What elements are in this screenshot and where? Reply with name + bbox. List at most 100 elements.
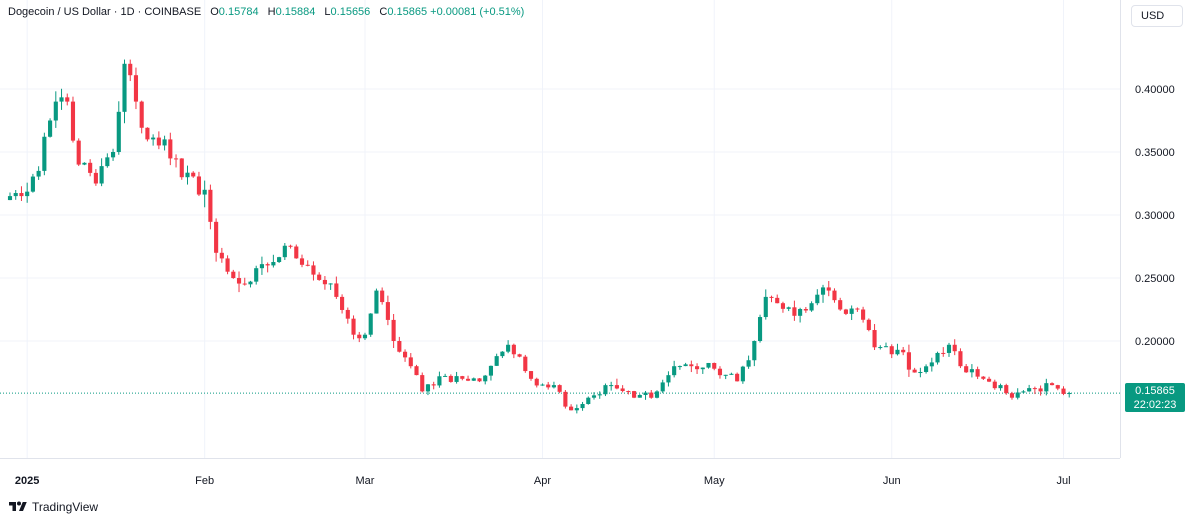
high-value: 0.15884	[275, 6, 316, 18]
time-axis[interactable]: 2025 Feb Mar Apr May Jun Jul	[0, 458, 1120, 495]
candle-body	[803, 308, 808, 311]
candle-body	[1055, 385, 1060, 389]
candle	[614, 378, 619, 390]
candle	[574, 404, 579, 414]
candle-body	[912, 369, 917, 373]
candle-body	[901, 349, 906, 353]
candle	[918, 367, 923, 378]
candle-body	[695, 366, 700, 370]
candle-body	[614, 385, 619, 389]
tradingview-brand-name: TradingView	[32, 500, 99, 514]
time-tick-label: 2025	[15, 475, 39, 487]
candle	[580, 401, 585, 411]
candle-body	[918, 372, 923, 374]
candle-body	[208, 189, 213, 222]
candle	[494, 353, 499, 366]
candle-body	[1032, 388, 1037, 390]
candle-body	[1038, 388, 1043, 392]
candle	[780, 301, 786, 313]
candle	[815, 289, 820, 306]
candle-body	[53, 101, 58, 121]
candle-body	[420, 375, 425, 392]
candle	[219, 247, 224, 263]
change-value: +0.00081 (+0.51%)	[430, 6, 525, 18]
candle	[145, 127, 150, 142]
open-label: O	[210, 6, 219, 18]
last-price-value: 0.15865	[1135, 385, 1175, 397]
candle	[511, 343, 516, 359]
candle-body	[368, 313, 373, 335]
candle-body	[1061, 388, 1066, 394]
candle-body	[345, 309, 350, 319]
candle	[345, 307, 350, 324]
candle-body	[156, 137, 161, 146]
candle	[139, 100, 144, 134]
candle-body	[128, 63, 133, 76]
candle-body	[25, 191, 30, 197]
candle	[861, 306, 866, 323]
candle-body	[282, 245, 287, 258]
candle-body	[431, 384, 436, 386]
candle	[397, 336, 402, 353]
candle	[168, 132, 173, 166]
candle-body	[7, 196, 13, 201]
currency-button[interactable]: USD	[1131, 5, 1183, 27]
candle-body	[729, 373, 734, 375]
price-axis[interactable]: 0.20000 0.25000 0.30000 0.35000 0.40000	[1120, 0, 1200, 458]
candle	[122, 59, 127, 124]
candle-body	[88, 162, 93, 173]
candle-body	[740, 366, 745, 382]
candle-body	[569, 406, 574, 411]
candle-body	[202, 189, 207, 195]
candle	[740, 365, 745, 384]
candle-body	[574, 408, 579, 411]
candle	[133, 67, 139, 110]
candle-body	[563, 391, 568, 407]
candle-body	[1021, 391, 1026, 393]
candle	[448, 374, 453, 383]
candle	[231, 269, 236, 279]
candle-body	[173, 158, 179, 160]
candle-body	[122, 63, 127, 112]
candle-body	[231, 271, 236, 279]
candle	[265, 262, 270, 273]
candle-body	[946, 344, 952, 353]
price-tick-label: 0.25000	[1135, 273, 1175, 285]
candle-body	[168, 139, 173, 159]
candle-body	[958, 351, 963, 367]
candle-body	[626, 391, 631, 393]
candle	[99, 158, 104, 187]
candle-body	[288, 245, 293, 247]
close-value: 0.15865	[387, 6, 428, 18]
candle	[689, 360, 694, 373]
candle-body	[895, 349, 900, 355]
candle	[288, 244, 293, 249]
candle-body	[162, 139, 167, 146]
candle	[403, 349, 408, 362]
candle-body	[385, 302, 390, 320]
candle-body	[254, 268, 259, 282]
candle-body	[723, 374, 728, 376]
candle-body	[317, 274, 322, 280]
candle	[1032, 386, 1037, 395]
candle	[695, 363, 700, 374]
candle	[626, 390, 631, 395]
candle	[769, 295, 774, 303]
candle-body	[609, 385, 614, 387]
candle	[672, 360, 677, 378]
candle-body	[866, 319, 871, 331]
candle	[110, 148, 116, 161]
tradingview-logo[interactable]: TradingView	[8, 500, 98, 514]
candle-body	[299, 258, 305, 265]
candle	[225, 255, 230, 275]
candle	[128, 59, 133, 82]
candle-body	[654, 391, 660, 398]
candle	[792, 300, 797, 321]
candle	[76, 138, 81, 167]
candle	[826, 280, 831, 297]
candle	[1004, 383, 1009, 395]
candle-body	[59, 97, 64, 102]
candlestick-chart[interactable]	[0, 0, 1120, 458]
candle-body	[643, 392, 648, 396]
candle	[735, 372, 740, 382]
